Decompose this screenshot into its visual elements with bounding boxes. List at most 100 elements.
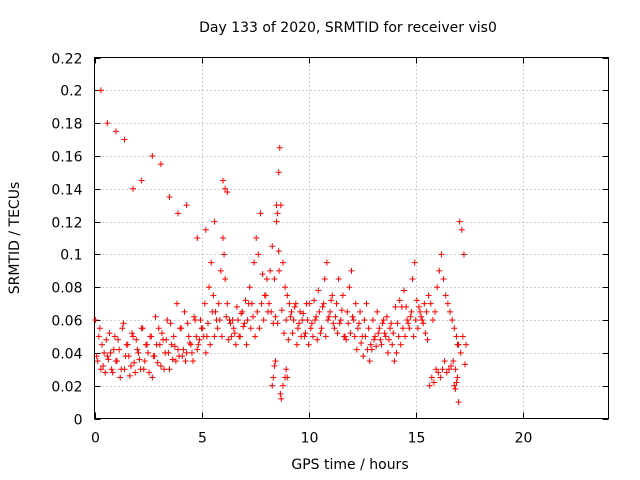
data-point (334, 330, 341, 337)
data-point (98, 341, 105, 348)
data-point (276, 267, 283, 274)
data-point (271, 362, 278, 369)
data-point (381, 330, 388, 337)
data-point (454, 374, 461, 381)
data-point (126, 372, 133, 379)
data-point (183, 349, 190, 356)
data-point (309, 333, 316, 340)
data-point (231, 330, 238, 337)
data-point (434, 284, 441, 291)
data-point (429, 317, 436, 324)
data-point (400, 287, 407, 294)
data-point (448, 362, 455, 369)
data-point (138, 177, 145, 184)
data-point (449, 317, 456, 324)
data-point (352, 300, 359, 307)
data-point (349, 313, 356, 320)
data-point (277, 390, 284, 397)
data-point (132, 369, 139, 376)
data-point (457, 349, 464, 356)
data-point (249, 313, 256, 320)
data-point (437, 374, 444, 381)
data-point (365, 325, 372, 332)
data-point (317, 330, 324, 337)
data-point (281, 330, 288, 337)
data-point (164, 317, 171, 324)
data-point (445, 366, 452, 373)
data-point (220, 177, 226, 184)
data-point (146, 369, 153, 376)
data-point (260, 317, 267, 324)
data-point (145, 349, 152, 356)
data-point (346, 284, 353, 291)
data-point (127, 362, 134, 369)
data-point (202, 226, 209, 233)
data-point (118, 366, 125, 373)
data-point (406, 325, 413, 332)
data-point (106, 330, 113, 337)
data-point (229, 317, 236, 324)
data-point (93, 353, 100, 360)
data-point (311, 297, 318, 304)
data-point (191, 313, 198, 320)
data-point (92, 317, 99, 324)
data-point (101, 349, 108, 356)
data-point (289, 330, 296, 337)
data-point (195, 341, 202, 348)
data-point (451, 325, 458, 332)
data-point (460, 251, 467, 258)
data-point (211, 218, 218, 225)
y-tick-label: 0.08 (51, 281, 82, 297)
data-point (273, 218, 280, 225)
data-point (304, 317, 311, 324)
data-point (453, 333, 460, 340)
data-point (117, 374, 124, 381)
data-point (403, 303, 410, 310)
data-point (139, 325, 146, 332)
data-point (143, 341, 150, 348)
data-point (180, 346, 187, 353)
data-point (426, 382, 433, 389)
data-point (421, 300, 428, 307)
data-point (314, 336, 321, 343)
data-point (119, 325, 126, 332)
data-point (369, 317, 376, 324)
data-point (288, 308, 295, 315)
data-point (428, 374, 435, 381)
data-point (451, 382, 458, 389)
data-point (116, 346, 123, 353)
data-point (190, 358, 197, 365)
data-point (122, 353, 129, 360)
data-point (322, 333, 329, 340)
data-point (221, 251, 228, 258)
data-point (344, 308, 351, 315)
data-point (217, 267, 224, 274)
data-point (169, 356, 176, 363)
data-point (136, 356, 143, 363)
y-tick-label: 0 (74, 413, 83, 429)
data-point (255, 251, 262, 258)
data-point (124, 341, 131, 348)
x-tick-label: 5 (198, 431, 207, 447)
data-point (276, 144, 283, 151)
data-point (375, 330, 382, 337)
data-point (328, 297, 335, 304)
data-point (148, 333, 155, 340)
data-point (300, 310, 307, 317)
data-point (422, 330, 429, 337)
data-point (251, 259, 258, 266)
data-point (347, 330, 354, 337)
data-point (220, 235, 226, 241)
y-tick-label: 0.04 (51, 347, 82, 363)
data-point (152, 313, 159, 320)
data-point (415, 303, 422, 310)
data-point (222, 276, 229, 283)
data-point (135, 349, 142, 356)
data-point (291, 303, 298, 310)
data-point (339, 292, 346, 299)
data-point (115, 336, 122, 343)
data-point (316, 308, 323, 315)
y-tick-label: 0.18 (51, 117, 82, 133)
data-point (294, 325, 301, 332)
data-point (284, 292, 291, 299)
